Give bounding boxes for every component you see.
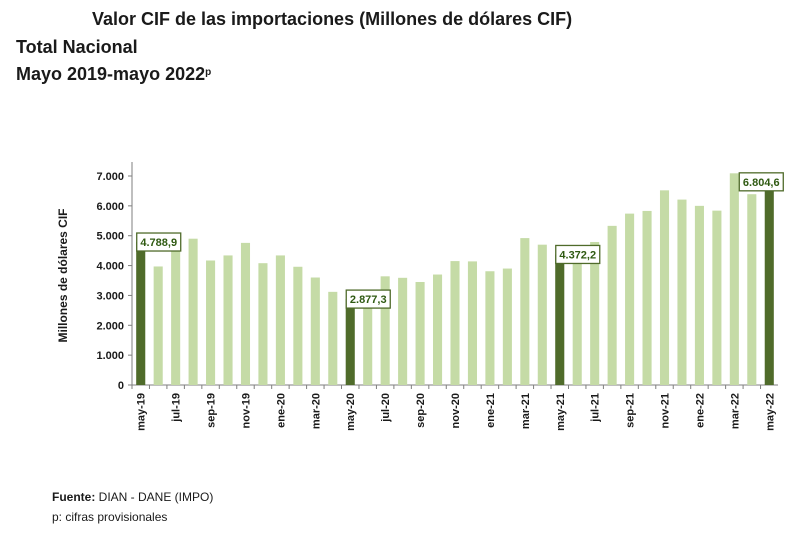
x-tick-label: may-19	[136, 393, 148, 431]
bar	[398, 277, 408, 385]
bar	[293, 266, 303, 385]
bar	[659, 190, 670, 385]
bar	[380, 276, 390, 385]
bar	[136, 242, 146, 385]
bar	[240, 242, 251, 385]
x-tick-label: may-21	[555, 393, 567, 431]
provisional-mark: p	[205, 67, 212, 78]
data-label: 2.877,3	[350, 294, 387, 306]
bar	[433, 274, 443, 385]
y-tick-label: 7.000	[96, 171, 124, 183]
bar	[345, 299, 355, 385]
x-tick-label: sep-21	[625, 393, 637, 428]
period-text: Mayo 2019-mayo 2022	[16, 64, 206, 84]
x-tick-label: sep-20	[415, 393, 427, 428]
data-label-box	[136, 232, 182, 252]
bar	[363, 294, 373, 385]
y-tick-label: 2.000	[96, 320, 124, 332]
y-tick-label: 3.000	[96, 290, 124, 302]
chart-title: Valor CIF de las importaciones (Millones…	[92, 9, 573, 29]
x-tick-label: jul-20	[380, 393, 392, 423]
x-tick-label: nov-20	[450, 393, 462, 428]
bar	[555, 254, 565, 385]
provisional-note: p: cifras provisionales	[52, 510, 168, 524]
x-tick-label: may-22	[764, 393, 776, 431]
bar	[642, 210, 652, 385]
data-label: 4.372,2	[559, 249, 596, 261]
bar	[502, 268, 512, 385]
y-tick-label: 1.000	[96, 350, 124, 362]
source-note: Fuente: DIAN - DANE (IMPO)	[52, 490, 213, 504]
bar	[467, 261, 477, 385]
y-axis-title: Millones de dólares CIF	[56, 208, 70, 342]
bar	[310, 277, 320, 385]
source-label: Fuente:	[52, 490, 96, 504]
bar	[677, 199, 687, 385]
bar	[415, 281, 425, 385]
bar	[764, 181, 774, 385]
x-tick-label: mar-22	[729, 393, 741, 429]
x-tick-label: mar-20	[310, 393, 322, 429]
y-tick-label: 6.000	[96, 201, 124, 213]
x-tick-label: ene-21	[485, 393, 497, 428]
y-tick-label: 5.000	[96, 231, 124, 243]
source-text: DIAN - DANE (IMPO)	[95, 490, 214, 504]
bar	[485, 271, 495, 385]
data-label: 4.788,9	[140, 237, 177, 249]
bar	[572, 251, 582, 385]
bar	[607, 225, 617, 385]
y-tick-label: 4.000	[96, 261, 124, 273]
bar	[153, 266, 163, 385]
y-tick-label: 0	[118, 380, 124, 392]
x-tick-label: nov-21	[660, 393, 672, 428]
data-label-box	[555, 244, 601, 265]
x-tick-label: jul-21	[590, 393, 602, 423]
bar	[206, 260, 216, 385]
data-label-box	[738, 172, 784, 192]
data-label-box	[345, 289, 391, 309]
bar	[520, 238, 530, 385]
x-tick-label: ene-20	[275, 393, 287, 428]
bar	[712, 210, 722, 385]
bar	[171, 250, 181, 385]
x-tick-label: may-20	[345, 393, 357, 431]
bar	[590, 241, 600, 385]
x-tick-label: jul-19	[171, 393, 183, 423]
chart-subtitle-scope: Total Nacional	[16, 37, 138, 57]
bar	[625, 213, 635, 385]
data-label: 6.804,6	[743, 177, 780, 189]
x-tick-label: mar-21	[520, 393, 532, 429]
bar	[450, 261, 460, 385]
bar	[275, 255, 285, 385]
bar	[258, 263, 268, 385]
x-tick-label: sep-19	[206, 393, 218, 428]
bar	[188, 238, 198, 385]
chart-subtitle-period: Mayo 2019-mayo 2022p	[16, 64, 211, 85]
bar	[328, 291, 338, 385]
bar	[729, 173, 739, 385]
bar	[223, 255, 233, 385]
bar	[747, 194, 757, 385]
x-tick-label: nov-19	[240, 393, 252, 428]
bar	[537, 244, 547, 385]
bar	[694, 205, 704, 385]
x-tick-label: ene-22	[694, 393, 706, 428]
